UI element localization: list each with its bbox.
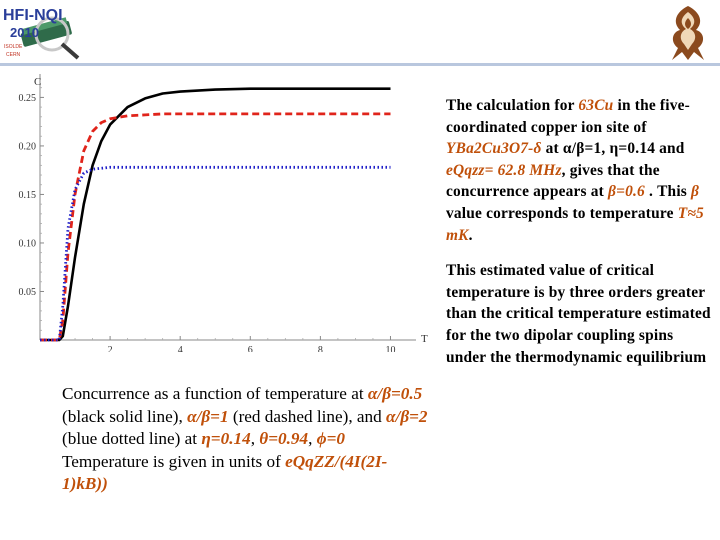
logo-subtitle-1: ISOLDE [4, 44, 23, 50]
header-divider [0, 63, 720, 66]
logo-title: HFI-NQI [3, 7, 63, 24]
compound-formula: YBa2Cu3O7-δ [446, 140, 542, 158]
x-tick-label: 4 [178, 345, 183, 352]
x-tick-label: 6 [248, 345, 253, 352]
explanation-paragraph-2: This estimated value of critical tempera… [446, 262, 711, 366]
x-axis-label: T [421, 333, 428, 345]
x-tick-label: 10 [385, 345, 395, 352]
y-tick-label: 0.10 [19, 238, 37, 249]
beta-value: β=0.6 [608, 183, 645, 201]
logo-subtitle-2: CERN [6, 52, 21, 58]
chart-caption: Concurrence as a function of temperature… [62, 384, 428, 494]
explanation-text: The calculation for 63Cu in the five-coo… [446, 95, 712, 368]
isotope-label: 63Cu [578, 97, 614, 114]
hfi-nqi-2010-logo: HFI-NQI 2010 ISOLDE CERN [0, 0, 92, 62]
temperature-value: T≈5 mK [446, 204, 704, 244]
series-line-blue-dotted [40, 165, 391, 342]
concurrence-chart: 2 4 6 8 10 0.05 0.10 0.15 0.20 0.25 C T [19, 74, 428, 352]
x-tick-label: 2 [108, 345, 113, 352]
y-axis-label: C [34, 76, 41, 88]
logo-year: 2010 [10, 25, 39, 40]
series-line-red-dashed [40, 112, 391, 342]
coupling-value: eQqzz= 62.8 MHz [446, 161, 562, 179]
y-tick-label: 0.25 [19, 93, 37, 104]
y-tick-label: 0.20 [19, 141, 37, 152]
y-tick-label: 0.15 [19, 190, 37, 201]
explanation-paragraph-1: The calculation for 63Cu in the five-coo… [446, 97, 704, 244]
y-tick-label: 0.05 [19, 287, 37, 298]
temperature-units: eQqZZ/(4I(2I-1)kB)) [62, 451, 388, 494]
ornamental-emblem-icon [672, 6, 704, 60]
series-line-black-solid [40, 87, 391, 342]
x-tick-label: 8 [318, 345, 323, 352]
